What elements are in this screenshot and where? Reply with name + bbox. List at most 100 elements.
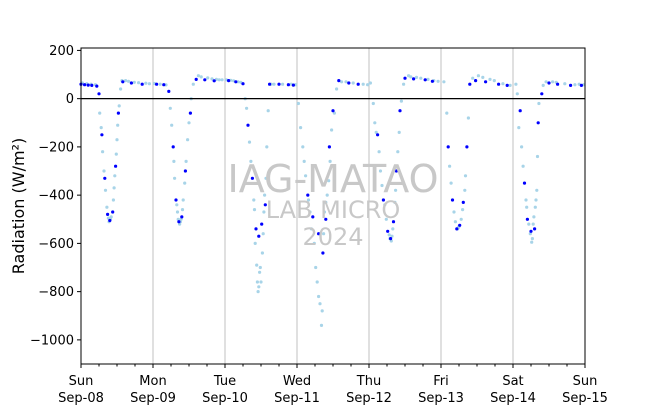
x-tick-label-day: Mon	[139, 374, 166, 389]
data-point	[111, 198, 115, 202]
y-tick-label: −600	[38, 237, 74, 252]
y-tick-label: −200	[38, 140, 74, 155]
data-point	[389, 237, 393, 241]
data-point	[522, 181, 527, 185]
data-point	[387, 233, 391, 237]
data-point	[113, 174, 117, 178]
data-point	[170, 123, 174, 127]
data-point	[459, 217, 463, 221]
data-point	[259, 280, 263, 284]
data-point	[167, 89, 171, 93]
data-point	[114, 152, 118, 156]
data-point	[515, 92, 519, 96]
data-point	[173, 176, 177, 180]
data-point	[322, 210, 326, 214]
data-point	[101, 150, 105, 154]
data-point	[184, 159, 188, 163]
data-point	[311, 215, 315, 219]
data-point	[366, 83, 370, 87]
data-point	[347, 81, 351, 85]
data-point	[536, 121, 540, 125]
data-point	[514, 82, 518, 86]
data-point	[412, 77, 416, 81]
data-point	[540, 92, 544, 96]
data-point	[112, 186, 116, 190]
data-point	[299, 126, 303, 130]
data-point	[272, 82, 276, 86]
data-point	[531, 222, 535, 226]
data-point	[533, 205, 537, 209]
data-point	[265, 145, 269, 149]
data-point	[255, 280, 259, 284]
data-point	[119, 87, 123, 91]
data-point	[206, 76, 210, 80]
data-point	[203, 78, 207, 82]
data-point	[532, 215, 536, 219]
data-point	[324, 217, 328, 221]
data-point	[178, 222, 182, 226]
data-point	[260, 251, 264, 255]
vertical-gridlines	[152, 48, 514, 364]
data-point	[528, 232, 532, 236]
data-point	[304, 174, 308, 178]
data-point	[327, 179, 331, 183]
data-point	[234, 80, 238, 84]
data-point	[99, 126, 103, 130]
data-point	[291, 83, 295, 87]
data-point	[309, 227, 313, 231]
data-point	[396, 150, 400, 154]
x-tick-label-day: Sat	[502, 374, 523, 389]
data-point	[186, 138, 190, 142]
data-point	[356, 82, 360, 86]
data-point	[501, 82, 505, 86]
data-point	[541, 83, 545, 87]
data-point	[399, 99, 403, 103]
data-point	[175, 210, 180, 214]
data-point	[175, 203, 179, 207]
data-point	[256, 290, 260, 294]
watermark: IAG-MATAO LAB MICRO 2024	[227, 157, 438, 251]
data-point	[521, 164, 525, 168]
data-point	[537, 101, 541, 106]
data-point	[217, 78, 221, 82]
data-point	[263, 203, 267, 207]
data-point	[324, 200, 328, 204]
data-point	[573, 83, 577, 87]
data-point	[390, 234, 394, 238]
data-point	[474, 79, 478, 83]
data-point	[327, 145, 331, 149]
data-point	[241, 82, 245, 86]
data-point	[252, 198, 256, 202]
data-point	[172, 159, 176, 163]
data-point	[100, 133, 104, 137]
data-point	[116, 111, 120, 115]
data-point	[179, 217, 183, 221]
data-point	[551, 80, 555, 84]
data-point	[436, 79, 440, 83]
data-point	[155, 82, 159, 86]
watermark-line-3: 2024	[302, 223, 363, 251]
data-point	[544, 80, 548, 84]
data-point	[488, 77, 492, 81]
data-point	[325, 193, 329, 197]
data-point	[116, 123, 120, 127]
data-point	[430, 79, 434, 83]
data-point	[181, 198, 185, 202]
y-tick-label: 200	[49, 44, 74, 59]
data-point	[533, 227, 537, 231]
data-point	[520, 145, 524, 149]
data-point	[377, 150, 381, 154]
x-tick-label-date: Sep-09	[130, 391, 176, 406]
watermark-line-1: IAG-MATAO	[227, 157, 438, 201]
data-point	[530, 237, 535, 241]
y-tick-label: 0	[66, 92, 74, 107]
data-point	[374, 130, 378, 134]
data-point	[257, 285, 261, 289]
x-tick-label-date: Sep-15	[562, 391, 608, 406]
data-point	[394, 188, 398, 192]
data-point	[335, 87, 339, 91]
data-point	[180, 215, 184, 219]
data-point	[301, 145, 305, 149]
data-point	[403, 76, 407, 80]
data-point	[103, 176, 107, 180]
